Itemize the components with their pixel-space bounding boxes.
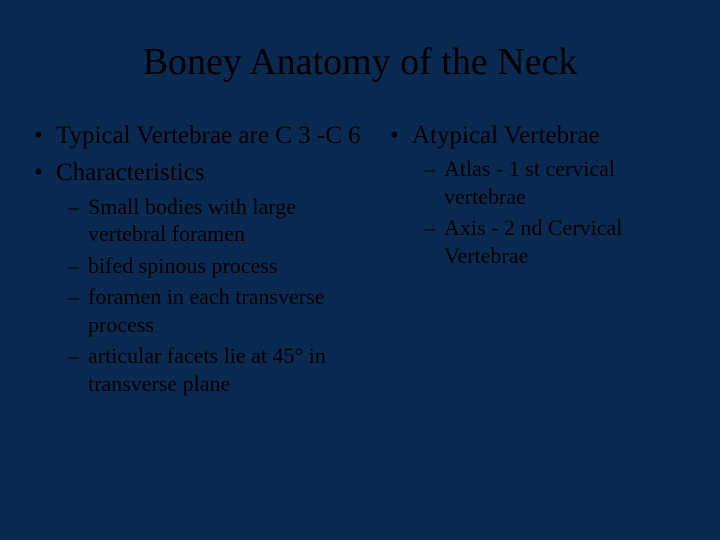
sub-bullet-item: Small bodies with large vertebral forame… bbox=[66, 193, 366, 248]
bullet-text: Typical Vertebrae are C 3 -C 6 bbox=[56, 122, 361, 149]
sub-bullet-item: Atlas - 1 st cervical vertebrae bbox=[422, 155, 690, 210]
sub-bullet-item: foramen in each transverse process bbox=[66, 283, 366, 338]
slide-title: Boney Anatomy of the Neck bbox=[30, 40, 690, 84]
sub-bullet-item: bifed spinous process bbox=[66, 252, 366, 280]
bullet-text: Characteristics bbox=[56, 159, 205, 186]
bullet-item: Characteristics Small bodies with large … bbox=[30, 157, 366, 397]
sub-bullet-item: Axis - 2 nd Cervical Vertebrae bbox=[422, 214, 690, 269]
bullet-text: Atypical Vertebrae bbox=[412, 122, 600, 149]
right-column: Atypical Vertebrae Atlas - 1 st cervical… bbox=[386, 120, 690, 403]
sub-bullet-item: articular facets lie at 45° in transvers… bbox=[66, 342, 366, 397]
bullet-item: Typical Vertebrae are C 3 -C 6 bbox=[30, 120, 366, 151]
left-column: Typical Vertebrae are C 3 -C 6 Character… bbox=[30, 120, 366, 403]
bullet-item: Atypical Vertebrae Atlas - 1 st cervical… bbox=[386, 120, 690, 269]
content-columns: Typical Vertebrae are C 3 -C 6 Character… bbox=[30, 120, 690, 403]
